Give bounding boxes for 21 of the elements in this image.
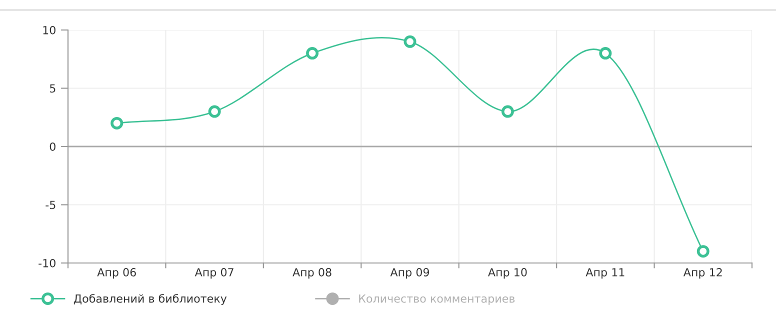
legend-label: Добавлений в библиотеку [74, 294, 227, 305]
x-tick-label: Апр 07 [194, 268, 234, 279]
x-tick-label: Апр 08 [292, 268, 332, 279]
y-tick-label: 0 [50, 142, 56, 151]
y-tick-label: 5 [50, 84, 56, 93]
x-tick-label: Апр 10 [488, 268, 527, 279]
x-tick-label: Апр 11 [586, 268, 624, 279]
point [110, 116, 124, 130]
point [208, 105, 221, 118]
point [599, 47, 612, 60]
point [501, 105, 514, 118]
x-tick-label: Апр 12 [683, 268, 722, 279]
legend-label: Количество комментариев [359, 294, 515, 305]
point [404, 35, 416, 48]
x-tick-label: Апр 09 [390, 268, 430, 279]
y-tick-label: -5 [46, 200, 56, 210]
y-tick-label: 10 [43, 26, 56, 34]
y-tick-label: -10 [38, 258, 56, 268]
point [696, 245, 710, 258]
x-tick-label: Апр 06 [97, 268, 136, 279]
point [306, 47, 319, 60]
